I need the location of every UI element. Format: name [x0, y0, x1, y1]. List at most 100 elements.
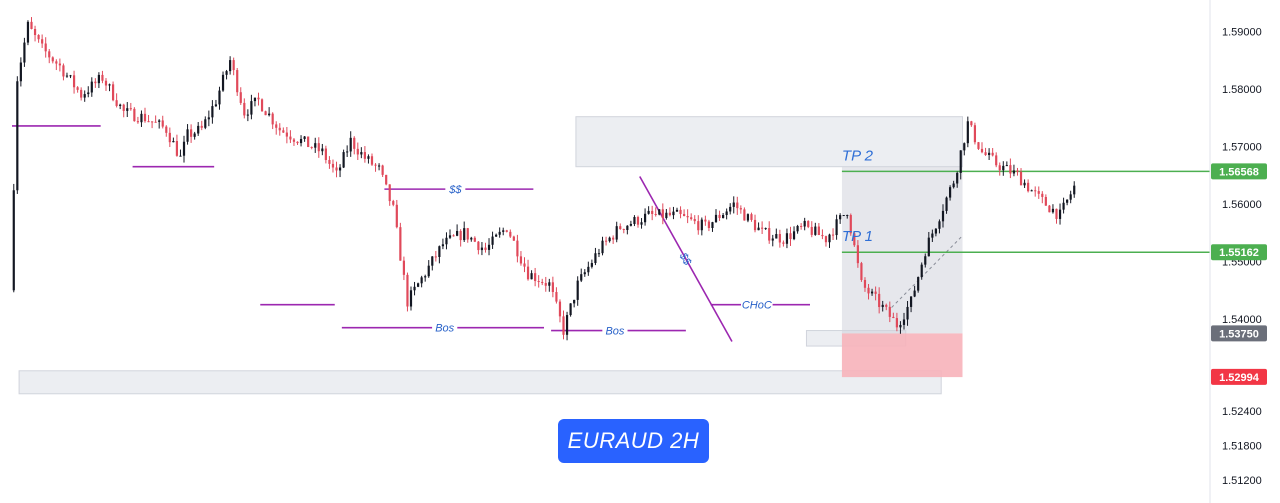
- candle: [16, 76, 19, 194]
- candle: [604, 236, 608, 246]
- candle-body: [434, 256, 437, 258]
- candle: [342, 149, 345, 169]
- candle-body: [72, 75, 76, 88]
- candle-body: [963, 143, 966, 151]
- candle: [154, 115, 157, 123]
- candle: [473, 236, 476, 243]
- candle: [349, 131, 352, 157]
- candle-body: [1019, 171, 1023, 186]
- candle-body: [452, 235, 455, 237]
- candle-body: [225, 71, 228, 75]
- candle: [1005, 161, 1008, 167]
- candle-body: [626, 225, 629, 230]
- candle-body: [395, 204, 398, 228]
- candle-body: [519, 256, 523, 264]
- candle-body: [260, 99, 264, 112]
- candle-body: [473, 237, 476, 242]
- candle-body: [881, 304, 884, 308]
- candle-body: [335, 167, 338, 171]
- price-tag-box: [1211, 368, 1267, 385]
- candle-body: [303, 136, 306, 139]
- candle: [65, 72, 69, 78]
- candle: [551, 276, 554, 298]
- candle-body: [959, 150, 962, 173]
- candle: [452, 234, 455, 237]
- candle: [1027, 179, 1030, 193]
- candle-body: [331, 163, 335, 168]
- candle: [544, 276, 547, 292]
- candle: [512, 235, 515, 241]
- candle: [119, 103, 122, 110]
- candle-body: [622, 228, 625, 230]
- candle-body: [537, 281, 540, 283]
- candle-body: [587, 266, 590, 273]
- candle-body: [119, 104, 122, 106]
- candle-body: [551, 282, 554, 293]
- candle-body: [1051, 208, 1055, 213]
- candle: [782, 240, 785, 247]
- candle-body: [750, 214, 753, 220]
- candle-body: [328, 160, 331, 164]
- candle: [122, 103, 125, 118]
- candle: [576, 276, 579, 306]
- candle: [19, 57, 22, 87]
- candle: [768, 221, 771, 244]
- candle-body: [480, 247, 484, 251]
- candle: [558, 299, 562, 323]
- candle: [158, 119, 161, 129]
- candle: [608, 236, 611, 243]
- candle: [1048, 204, 1051, 213]
- candle-body: [292, 139, 296, 142]
- candle-body: [143, 113, 147, 122]
- candle-body: [342, 152, 345, 168]
- candle-body: [768, 228, 771, 241]
- candle: [924, 253, 927, 268]
- candle-body: [470, 237, 473, 240]
- candle-body: [140, 113, 143, 123]
- candle: [516, 234, 519, 263]
- candle-body: [523, 263, 526, 267]
- candle-body: [147, 121, 150, 123]
- candle-body: [927, 237, 930, 257]
- candle-body: [874, 291, 877, 294]
- candle: [807, 220, 810, 229]
- candle-body: [416, 283, 420, 287]
- candle-body: [65, 75, 69, 77]
- candle-body: [931, 233, 934, 238]
- candle-body: [977, 142, 980, 149]
- candle: [1030, 189, 1033, 192]
- candle: [523, 257, 526, 273]
- candle-body: [477, 241, 480, 251]
- candle-body: [278, 127, 281, 131]
- candle: [431, 256, 434, 271]
- candle-body: [729, 206, 732, 212]
- candle: [346, 145, 349, 157]
- price-tag-label: 1.52994: [1219, 372, 1260, 384]
- candle-body: [583, 272, 586, 275]
- candle: [402, 256, 406, 281]
- candle-body: [803, 220, 806, 227]
- candle: [509, 229, 512, 238]
- price-axis[interactable]: 1.590001.580001.570001.560001.550001.540…: [1209, 0, 1262, 503]
- candle: [693, 215, 696, 225]
- candle-body: [658, 209, 661, 215]
- candle-body: [80, 89, 83, 98]
- annotation-liquidity: $$: [448, 184, 462, 196]
- candle-body: [491, 236, 494, 245]
- candle: [690, 213, 693, 221]
- candle: [487, 238, 491, 256]
- candle: [172, 137, 175, 143]
- candle: [1009, 158, 1012, 179]
- candle-body: [445, 237, 448, 245]
- candle: [314, 137, 317, 153]
- candle: [565, 311, 569, 341]
- candle-body: [211, 106, 214, 118]
- candle-body: [839, 215, 842, 220]
- candle: [168, 127, 171, 148]
- candle: [651, 205, 654, 221]
- candle: [48, 49, 51, 64]
- candle: [800, 223, 803, 230]
- stop-zone: [841, 333, 963, 378]
- candle: [190, 124, 193, 143]
